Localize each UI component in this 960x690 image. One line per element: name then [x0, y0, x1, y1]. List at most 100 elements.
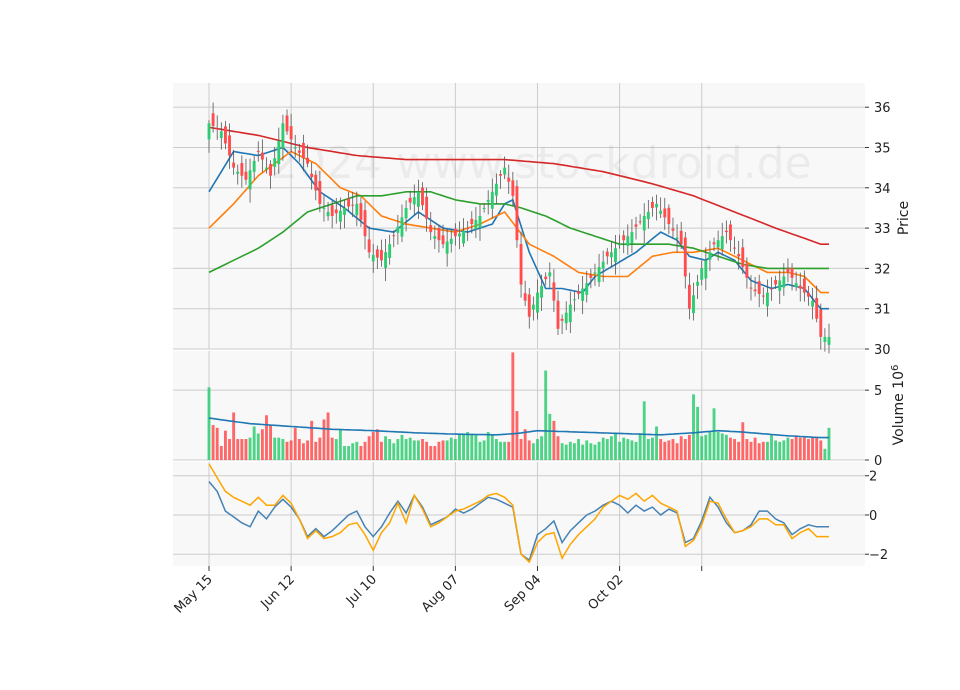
- volume-bar: [474, 434, 478, 460]
- volume-bar: [412, 440, 416, 460]
- candle-body: [692, 295, 695, 314]
- candle-body: [761, 295, 765, 297]
- candle-body: [651, 202, 654, 208]
- volume-bar: [655, 426, 658, 460]
- volume-bar: [334, 439, 338, 460]
- candle-body: [470, 218, 474, 225]
- candle-body: [782, 276, 786, 288]
- price-tick-label: 31: [874, 303, 891, 318]
- volume-bar: [720, 433, 724, 460]
- candle-body: [523, 293, 527, 301]
- volume-bar: [445, 440, 449, 460]
- volume-bar: [256, 433, 260, 460]
- volume-bar: [466, 432, 470, 460]
- candle-body: [384, 252, 387, 268]
- candle-body: [811, 300, 815, 307]
- volume-bar: [790, 439, 794, 460]
- volume-bar: [815, 437, 819, 460]
- watermark-text: 2024 www.stockdroid.de: [270, 138, 812, 189]
- volume-bar: [794, 436, 798, 460]
- volume-bar: [219, 446, 223, 460]
- candle-body: [704, 260, 708, 279]
- volume-bar: [745, 439, 749, 460]
- candle-body: [683, 237, 687, 277]
- candle-body: [338, 210, 342, 222]
- volume-bar: [228, 439, 231, 460]
- candle-body: [252, 160, 256, 172]
- volume-panel-background: [173, 351, 865, 460]
- volume-bar: [515, 411, 519, 460]
- candle-body: [597, 267, 601, 283]
- volume-bar: [782, 440, 786, 460]
- volume-bar: [605, 439, 609, 460]
- candle-body: [733, 247, 736, 249]
- volume-bar: [749, 441, 753, 460]
- price-tick-label: 33: [874, 222, 891, 237]
- volume-bar: [416, 440, 420, 460]
- candle-body: [302, 142, 305, 159]
- candle-body: [749, 287, 753, 289]
- candle-body: [392, 235, 396, 237]
- candle-body: [737, 254, 741, 257]
- candle-body: [458, 233, 461, 237]
- volume-bar: [293, 427, 297, 460]
- volume-bar: [770, 434, 773, 460]
- volume-bar: [326, 412, 330, 460]
- volume-bar: [552, 420, 556, 460]
- candle-body: [589, 274, 593, 278]
- volume-bar: [236, 439, 240, 460]
- volume-bar: [240, 439, 244, 460]
- candle-body: [577, 291, 580, 294]
- candle-body: [375, 249, 379, 258]
- candle-body: [798, 285, 802, 289]
- candle-body: [371, 254, 375, 262]
- candle-body: [724, 230, 728, 233]
- volume-bar: [277, 437, 281, 460]
- volume-bar: [646, 439, 650, 460]
- candle-body: [462, 230, 466, 244]
- volume-bar: [618, 441, 622, 460]
- candle-body: [343, 207, 346, 215]
- volume-bar: [318, 437, 322, 460]
- candle-body: [819, 309, 823, 337]
- volume-bar: [609, 436, 613, 460]
- volume-bar: [564, 444, 568, 460]
- date-tick-label: Oct 02: [585, 572, 626, 613]
- volume-bar: [371, 432, 375, 460]
- candle-body: [232, 162, 236, 168]
- price-axis-label: Price: [896, 201, 912, 235]
- volume-bar: [478, 441, 482, 460]
- candle-body: [388, 244, 392, 258]
- candle-body: [355, 203, 359, 216]
- volume-bar: [696, 406, 700, 460]
- volume-bar: [310, 420, 314, 460]
- volume-bar: [626, 439, 630, 460]
- candle-body: [240, 163, 244, 176]
- candle-body: [630, 232, 634, 244]
- candle-body: [515, 186, 519, 241]
- volume-bar: [593, 444, 597, 460]
- candle-body: [827, 336, 831, 345]
- moving-average-line-2: [208, 150, 829, 294]
- volume-bar: [527, 440, 531, 460]
- candle-body: [663, 208, 667, 218]
- volume-bar: [638, 433, 642, 460]
- volume-bar: [544, 370, 548, 460]
- volume-bar: [807, 439, 810, 460]
- volume-bar: [421, 439, 424, 460]
- candle-body: [556, 300, 560, 329]
- candle-body: [753, 289, 757, 292]
- volume-bar: [273, 437, 277, 460]
- candle-body: [207, 123, 211, 140]
- volume-bar: [285, 441, 289, 460]
- candle-body: [638, 221, 642, 223]
- volume-bar: [585, 440, 589, 460]
- volume-bar: [548, 413, 552, 460]
- volume-bar: [470, 434, 474, 460]
- volume-bar: [458, 434, 461, 460]
- volume-bar: [392, 443, 396, 460]
- oscillator-tick-label: 2: [869, 470, 877, 485]
- candle-body: [687, 284, 691, 309]
